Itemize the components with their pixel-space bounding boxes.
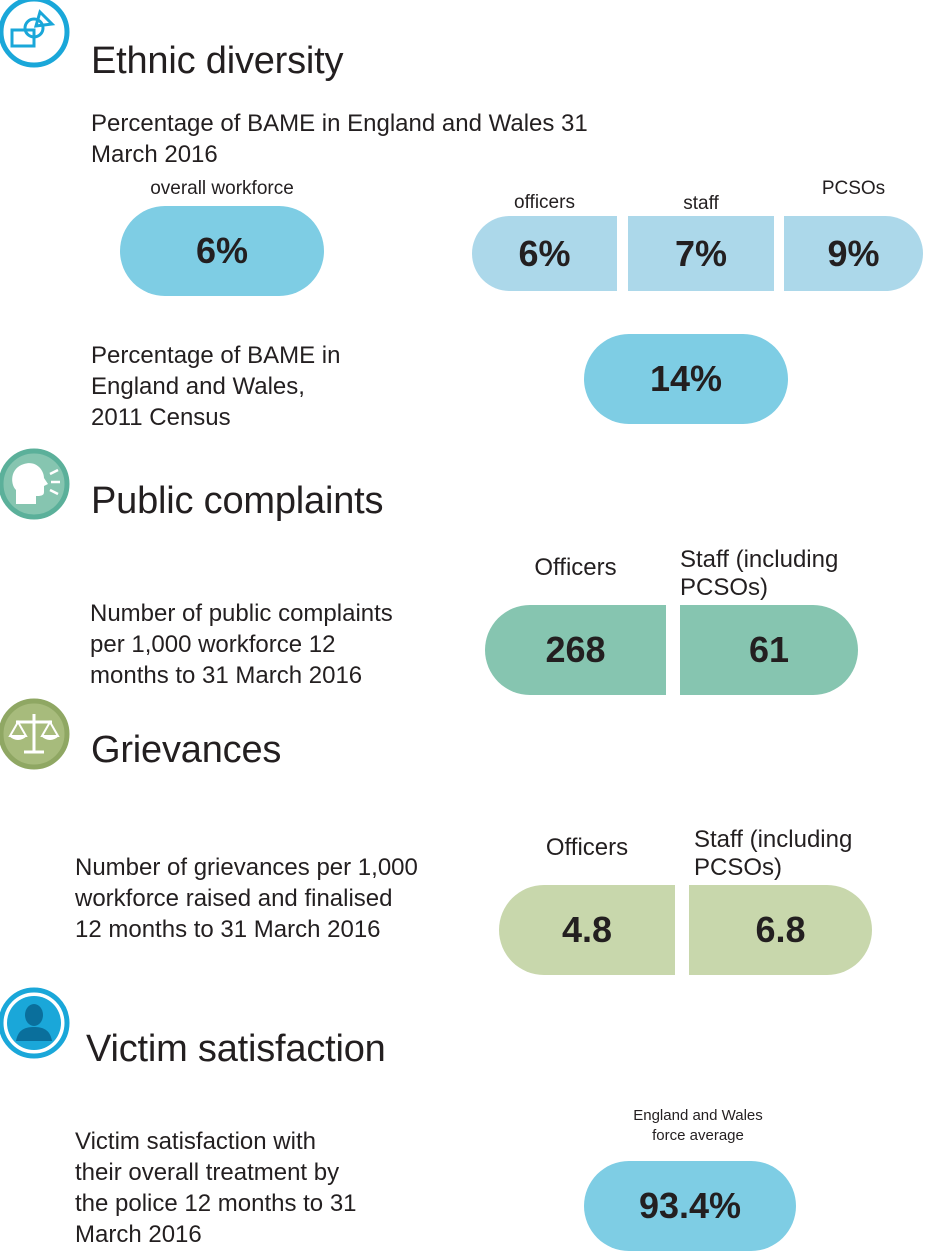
section-title: Public complaints xyxy=(91,480,384,522)
label-line: PCSOs) xyxy=(694,854,783,881)
person-icon xyxy=(0,987,70,1059)
staff-label: Staff (including PCSOs) xyxy=(680,546,838,602)
census-description: Percentage of BAME in England and Wales,… xyxy=(91,340,340,433)
staff-label: Staff (including PCSOs) xyxy=(694,826,852,882)
description-line: 2011 Census xyxy=(91,404,231,431)
force-average-value: 93.4% xyxy=(584,1161,796,1251)
officers-label: Officers xyxy=(545,834,629,861)
section-title: Ethnic diversity xyxy=(91,40,344,82)
description-line: Percentage of BAME in xyxy=(91,342,341,369)
label-line: England and Wales xyxy=(633,1107,763,1124)
scales-icon xyxy=(0,698,70,770)
label-line: Staff (including xyxy=(680,546,839,573)
description-line: Number of grievances per 1,000 xyxy=(75,854,418,881)
staff-value: 6.8 xyxy=(689,885,872,975)
section-description: Number of grievances per 1,000 workforce… xyxy=(75,852,418,945)
officers-label: Officers xyxy=(534,554,617,581)
description-line: England and Wales, xyxy=(91,373,305,400)
pcsos-label: PCSOs xyxy=(821,178,886,199)
description-line: Victim satisfaction with xyxy=(75,1128,316,1155)
description-line: Percentage of BAME in England and Wales … xyxy=(91,110,588,137)
section-description: Victim satisfaction with their overall t… xyxy=(75,1126,357,1250)
description-line: March 2016 xyxy=(75,1221,202,1248)
diversity-shapes-icon xyxy=(0,0,70,68)
description-line: 12 months to 31 March 2016 xyxy=(75,916,381,943)
pcsos-value: 9% xyxy=(784,216,923,291)
staff-value: 61 xyxy=(680,605,858,695)
section-description: Percentage of BAME in England and Wales … xyxy=(91,108,588,170)
staff-value: 7% xyxy=(628,216,774,291)
label-line: force average xyxy=(652,1127,744,1144)
speaking-head-icon xyxy=(0,448,70,520)
force-average-label: England and Wales force average xyxy=(600,1106,796,1146)
label-line: Staff (including xyxy=(694,826,853,853)
description-line: Number of public complaints xyxy=(90,600,393,627)
section-title: Grievances xyxy=(91,729,282,771)
census-value: 14% xyxy=(584,334,788,424)
staff-label: staff xyxy=(683,193,719,214)
description-line: months to 31 March 2016 xyxy=(90,662,363,689)
officers-value: 4.8 xyxy=(499,885,675,975)
officers-value: 268 xyxy=(485,605,666,695)
officers-value: 6% xyxy=(472,216,617,291)
description-line: per 1,000 workforce 12 xyxy=(90,631,336,658)
label-line: PCSOs) xyxy=(680,574,769,601)
description-line: March 2016 xyxy=(91,141,218,168)
description-line: workforce raised and finalised xyxy=(75,885,393,912)
description-line: the police 12 months to 31 xyxy=(75,1190,357,1217)
officers-label: officers xyxy=(514,192,575,213)
section-title: Victim satisfaction xyxy=(86,1028,386,1070)
description-line: their overall treatment by xyxy=(75,1159,340,1186)
section-description: Number of public complaints per 1,000 wo… xyxy=(90,598,393,691)
overall-workforce-label: overall workforce xyxy=(150,178,294,199)
overall-workforce-value: 6% xyxy=(120,206,324,296)
